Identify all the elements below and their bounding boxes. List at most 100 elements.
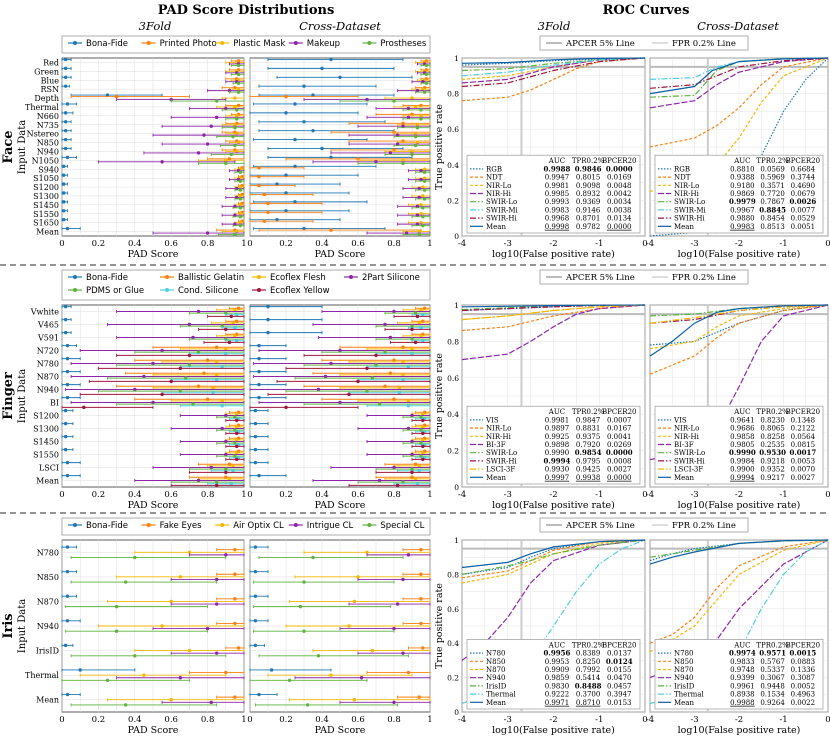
- table-header: TPR0.2%: [572, 408, 605, 416]
- legend-label: APCER 5% Line: [565, 39, 635, 49]
- mean-point: [410, 452, 414, 457]
- x-tick-label: -2: [549, 490, 557, 500]
- mean-point: [421, 425, 425, 429]
- legend-label: Bona-Fide: [86, 273, 128, 283]
- mean-point: [191, 335, 195, 340]
- x-tick-label: 0.8: [201, 239, 215, 249]
- category-label: N780: [37, 548, 59, 557]
- legend-marker-dot: [257, 275, 261, 279]
- mean-point: [78, 668, 82, 672]
- x-axis-label: log10(False positive rate): [678, 725, 801, 736]
- category-label: N870: [37, 373, 59, 382]
- x-tick-label: -3: [504, 239, 512, 249]
- mean-point: [62, 164, 66, 168]
- mean-point: [421, 431, 425, 436]
- table-header: BPCER20: [602, 157, 637, 165]
- mean-point: [298, 604, 303, 609]
- table-cell: 0.0155: [607, 666, 632, 674]
- mean-point: [422, 176, 427, 180]
- roc-curve: [461, 57, 646, 66]
- mean-point: [235, 451, 239, 455]
- category-label: S1200: [33, 412, 59, 421]
- x-tick-label: 0: [247, 715, 252, 725]
- mean-point: [284, 405, 288, 410]
- x-tick-label: -2: [735, 715, 743, 725]
- mean-point: [374, 363, 378, 367]
- category-label: Nstereo: [27, 130, 60, 139]
- mean-point: [220, 365, 224, 369]
- table-cell: 0.0124: [606, 657, 633, 666]
- y-tick-label: 0.6: [447, 374, 459, 383]
- x-tick-label: 0.2: [279, 490, 293, 500]
- mean-point: [196, 384, 201, 388]
- mean-point: [329, 673, 333, 677]
- legend-label: Bona-Fide: [86, 521, 128, 531]
- table-cell: 0.7867: [760, 198, 785, 206]
- mean-point: [388, 335, 393, 340]
- mean-point: [63, 66, 68, 71]
- table-series-label: NIR-Lo: [674, 182, 699, 190]
- table-series-label: SWIR-Hi: [486, 215, 517, 223]
- table-cell: 0.5414: [576, 674, 601, 682]
- mean-point: [236, 90, 241, 94]
- mean-point: [235, 412, 239, 416]
- mean-point: [421, 185, 425, 189]
- mean-point: [224, 311, 228, 315]
- mean-point: [63, 447, 68, 452]
- table-cell: 0.7920: [576, 441, 601, 449]
- mean-point: [196, 151, 201, 155]
- mean-point: [392, 99, 396, 103]
- x-axis-label: PAD Score: [315, 249, 366, 260]
- mean-point: [352, 698, 357, 702]
- table-cell: 0.9956: [544, 649, 571, 658]
- mean-point: [224, 470, 228, 475]
- mean-point: [227, 340, 232, 345]
- table-series-label: SWIR-Mi: [486, 206, 519, 214]
- mean-point: [142, 673, 146, 677]
- mean-point: [419, 177, 423, 182]
- mean-point: [215, 373, 219, 377]
- table-series-label: N850: [674, 658, 694, 666]
- mean-point: [401, 139, 405, 143]
- category-label: V465: [37, 321, 59, 330]
- roc-curve: [649, 57, 829, 148]
- category-label: IrisID: [36, 647, 59, 656]
- x-tick-label: 0.4: [315, 490, 329, 500]
- table-cell: 0.0017: [789, 448, 816, 457]
- mean-point: [235, 425, 239, 429]
- mean-point: [224, 158, 228, 163]
- mean-point: [235, 186, 239, 191]
- mean-point: [205, 142, 210, 146]
- mean-point: [347, 624, 351, 628]
- mean-point: [257, 356, 261, 361]
- mean-point: [395, 483, 400, 488]
- metrics-table-box: [654, 405, 824, 485]
- mean-point: [419, 572, 423, 576]
- table-series-label: Thermal: [674, 691, 704, 699]
- mean-point: [415, 314, 420, 319]
- mean-point: [401, 345, 405, 349]
- mean-point: [196, 478, 201, 483]
- x-tick-label: 0.4: [315, 715, 329, 725]
- mean-point: [224, 337, 228, 341]
- table-cell: 0.0027: [607, 466, 632, 474]
- category-label: N940: [37, 386, 59, 395]
- table-series-label: LSCI-3F: [674, 466, 703, 474]
- table-cell: 0.9847: [576, 416, 601, 424]
- table-series-label: NIR-Hi: [486, 433, 512, 441]
- y-tick-label: 0: [454, 232, 459, 241]
- mean-point: [205, 397, 210, 401]
- mean-point: [422, 306, 427, 310]
- roc-subtitle-3fold: 3Fold: [538, 19, 571, 33]
- mean-point: [187, 353, 192, 358]
- x-tick-label: 0: [642, 490, 647, 500]
- mean-point: [419, 108, 423, 112]
- mean-point: [236, 72, 241, 77]
- mean-point: [227, 462, 232, 466]
- y-tick-label: 1: [454, 54, 459, 63]
- x-tick-label: 1: [241, 715, 246, 725]
- mean-point: [253, 569, 258, 574]
- category-label: S940: [38, 165, 59, 174]
- category-label: Vwhite: [30, 308, 60, 317]
- table-cell: 0.9981: [545, 182, 570, 190]
